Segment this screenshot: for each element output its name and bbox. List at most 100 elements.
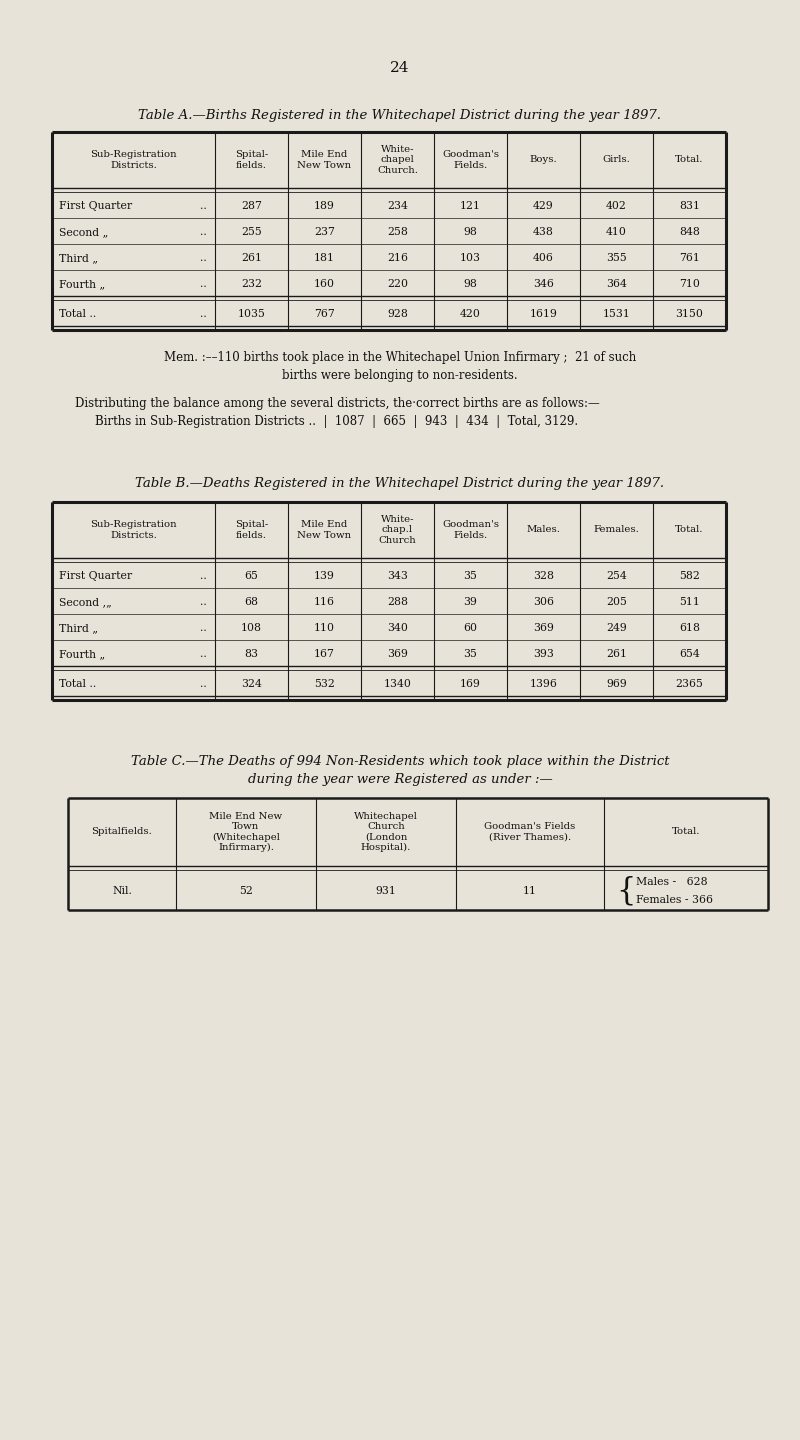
Text: 369: 369 <box>533 624 554 634</box>
Text: 237: 237 <box>314 228 335 238</box>
Text: 189: 189 <box>314 202 335 212</box>
Text: Table C.—The Deaths of 994 Non-Residents which took place within the District: Table C.—The Deaths of 994 Non-Residents… <box>130 756 670 769</box>
Text: 928: 928 <box>387 310 408 320</box>
Text: 205: 205 <box>606 598 627 608</box>
Text: 98: 98 <box>463 228 478 238</box>
Text: 60: 60 <box>463 624 478 634</box>
Text: ..: .. <box>200 228 207 238</box>
Text: 654: 654 <box>679 649 700 660</box>
Text: Table A.—Births Registered in the Whitechapel District during the year 1897.: Table A.—Births Registered in the Whitec… <box>138 108 662 121</box>
Text: 220: 220 <box>387 279 408 289</box>
Text: 393: 393 <box>533 649 554 660</box>
Text: Mile End New
Town
(Whitechapel
Infirmary).: Mile End New Town (Whitechapel Infirmary… <box>210 812 282 852</box>
Text: 52: 52 <box>239 886 253 896</box>
Text: 160: 160 <box>314 279 335 289</box>
Text: 232: 232 <box>241 279 262 289</box>
Text: Total.: Total. <box>672 828 700 837</box>
Text: Mile End
New Town: Mile End New Town <box>298 520 351 540</box>
Text: 848: 848 <box>679 228 700 238</box>
Text: ..: .. <box>200 624 207 634</box>
Text: 287: 287 <box>241 202 262 212</box>
Text: Sub-Registration
Districts.: Sub-Registration Districts. <box>90 150 177 170</box>
Text: 429: 429 <box>533 202 554 212</box>
Text: Spitalfields.: Spitalfields. <box>91 828 153 837</box>
Text: 831: 831 <box>679 202 700 212</box>
Text: 410: 410 <box>606 228 627 238</box>
Text: Spital-
fields.: Spital- fields. <box>235 150 268 170</box>
Text: 3150: 3150 <box>675 310 703 320</box>
Text: 969: 969 <box>606 680 627 688</box>
Text: 169: 169 <box>460 680 481 688</box>
Text: Spital-
fields.: Spital- fields. <box>235 520 268 540</box>
Text: 65: 65 <box>245 572 258 580</box>
Text: 39: 39 <box>463 598 478 608</box>
Text: births were belonging to non-residents.: births were belonging to non-residents. <box>282 370 518 383</box>
Text: ..: .. <box>200 680 207 688</box>
Text: Births in Sub-Registration Districts ..  |  1087  |  665  |  943  |  434  |  Tot: Births in Sub-Registration Districts .. … <box>95 416 578 429</box>
Text: 167: 167 <box>314 649 335 660</box>
Text: 324: 324 <box>241 680 262 688</box>
Text: Third „: Third „ <box>59 624 98 634</box>
Text: 343: 343 <box>387 572 408 580</box>
Text: 216: 216 <box>387 253 408 264</box>
Text: Table B.—Deaths Registered in the Whitechapel District during the year 1897.: Table B.—Deaths Registered in the Whitec… <box>135 478 665 491</box>
Text: 402: 402 <box>606 202 627 212</box>
Text: 369: 369 <box>387 649 408 660</box>
Text: Males -   628: Males - 628 <box>636 877 708 887</box>
Text: Third „: Third „ <box>59 253 98 264</box>
Text: First Quarter: First Quarter <box>59 202 132 212</box>
Text: 1531: 1531 <box>602 310 630 320</box>
Text: 328: 328 <box>533 572 554 580</box>
Text: 2365: 2365 <box>675 680 703 688</box>
Text: ..: .. <box>200 572 207 580</box>
Text: Fourth „: Fourth „ <box>59 279 106 289</box>
Text: 1035: 1035 <box>238 310 266 320</box>
Text: 234: 234 <box>387 202 408 212</box>
Text: 710: 710 <box>679 279 700 289</box>
Text: Fourth „: Fourth „ <box>59 649 106 660</box>
Text: 255: 255 <box>241 228 262 238</box>
Text: 346: 346 <box>533 279 554 289</box>
Text: during the year were Registered as under :—: during the year were Registered as under… <box>248 773 552 786</box>
Text: 761: 761 <box>679 253 700 264</box>
Text: White-
chap.l
Church: White- chap.l Church <box>378 516 416 544</box>
Text: Boys.: Boys. <box>530 156 558 164</box>
Text: 1619: 1619 <box>530 310 558 320</box>
Text: Girls.: Girls. <box>602 156 630 164</box>
Text: Second ,„: Second ,„ <box>59 598 112 608</box>
Text: Total ..: Total .. <box>59 680 96 688</box>
Text: Sub-Registration
Districts.: Sub-Registration Districts. <box>90 520 177 540</box>
Text: Males.: Males. <box>526 526 561 534</box>
Text: Goodman's
Fields.: Goodman's Fields. <box>442 520 499 540</box>
Text: 582: 582 <box>679 572 700 580</box>
Text: ..: .. <box>200 253 207 264</box>
Text: First Quarter: First Quarter <box>59 572 132 580</box>
Text: 83: 83 <box>245 649 258 660</box>
Text: 406: 406 <box>533 253 554 264</box>
Text: 110: 110 <box>314 624 335 634</box>
Text: 35: 35 <box>463 572 478 580</box>
Text: 181: 181 <box>314 253 335 264</box>
Text: 1396: 1396 <box>530 680 558 688</box>
Text: 139: 139 <box>314 572 335 580</box>
Text: ..: .. <box>200 598 207 608</box>
Text: 340: 340 <box>387 624 408 634</box>
Text: 254: 254 <box>606 572 627 580</box>
Text: White-
chapel
Church.: White- chapel Church. <box>377 145 418 174</box>
Text: 261: 261 <box>241 253 262 264</box>
Text: Total.: Total. <box>675 156 704 164</box>
Text: 532: 532 <box>314 680 335 688</box>
Text: 103: 103 <box>460 253 481 264</box>
Text: 108: 108 <box>241 624 262 634</box>
Text: Goodman's Fields
(River Thames).: Goodman's Fields (River Thames). <box>484 822 576 842</box>
Text: 68: 68 <box>245 598 258 608</box>
Text: 1340: 1340 <box>383 680 411 688</box>
Text: 306: 306 <box>533 598 554 608</box>
Text: Nil.: Nil. <box>112 886 132 896</box>
Text: Distributing the balance among the several districts, the·correct births are as : Distributing the balance among the sever… <box>75 397 600 410</box>
Text: 11: 11 <box>523 886 537 896</box>
Text: Goodman's
Fields.: Goodman's Fields. <box>442 150 499 170</box>
Text: 261: 261 <box>606 649 627 660</box>
Text: 511: 511 <box>679 598 700 608</box>
Text: 35: 35 <box>463 649 478 660</box>
